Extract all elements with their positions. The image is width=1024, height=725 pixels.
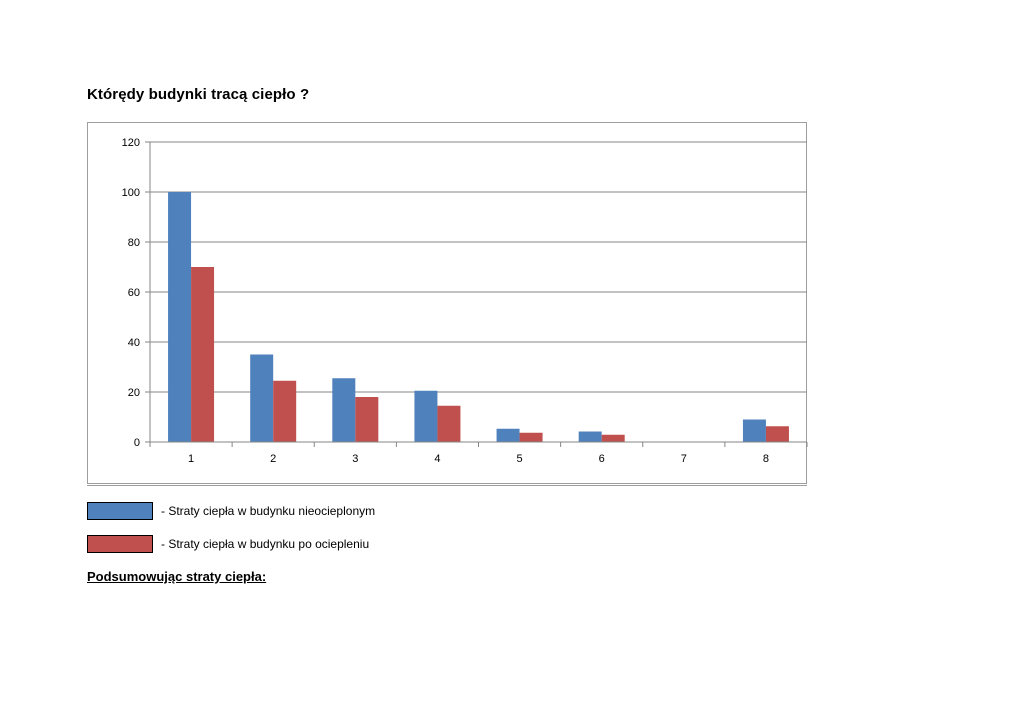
bar-series1-cat3 (332, 378, 356, 442)
bar-series1-cat1 (168, 192, 192, 442)
legend-item-insulated: - Straty ciepła w budynku po ociepleniu (87, 534, 369, 554)
x-tick-label: 2 (270, 453, 276, 465)
bar-series2-cat6 (601, 434, 625, 442)
y-tick-label: 100 (122, 187, 140, 199)
page-title: Którędy budynki tracą ciepło ? (87, 86, 310, 103)
legend-label-insulated: - Straty ciepła w budynku po ociepleniu (161, 537, 370, 551)
legend-item-uninsulated: - Straty ciepła w budynku nieocieplonym (87, 501, 375, 521)
y-tick-label: 40 (128, 337, 140, 349)
bar-chart: 0 20 40 60 80 100 120 1 2 3 4 5 6 7 8 (122, 137, 808, 465)
y-tick-label: 80 (128, 237, 140, 249)
legend-swatch-insulated (87, 535, 153, 553)
summary-heading: Podsumowując straty ciepła: (87, 569, 267, 584)
bar-series2-cat2 (273, 380, 297, 442)
x-tick-label: 4 (434, 453, 440, 465)
bar-series2-cat4 (437, 405, 461, 442)
bar-series1-cat5 (496, 428, 520, 442)
bar-series2-cat8 (765, 426, 789, 442)
bar-series2-cat5 (519, 432, 543, 442)
bar-series1-cat4 (414, 390, 438, 442)
x-tick-label: 8 (763, 453, 769, 465)
y-tick-label: 20 (128, 387, 140, 399)
y-tick-label: 120 (122, 137, 140, 149)
x-tick-label: 5 (517, 453, 523, 465)
x-tick-label: 1 (188, 453, 194, 465)
x-tick-label: 6 (599, 453, 605, 465)
legend-swatch-uninsulated (87, 502, 153, 520)
y-tick-label: 0 (134, 437, 140, 449)
bar-series1-cat2 (250, 354, 274, 442)
legend-label-uninsulated: - Straty ciepła w budynku nieocieplonym (161, 504, 376, 518)
x-tick-label: 7 (681, 453, 687, 465)
chart-frame: 0 20 40 60 80 100 120 1 2 3 4 5 6 7 8 (87, 122, 808, 484)
bar-series1-cat8 (742, 419, 766, 442)
bar-series1-cat6 (578, 431, 602, 442)
y-tick-label: 60 (128, 287, 140, 299)
chart-frame-divider (87, 485, 807, 486)
bar-series2-cat3 (355, 397, 379, 442)
bar-series2-cat1 (191, 267, 215, 442)
x-tick-label: 3 (352, 453, 358, 465)
